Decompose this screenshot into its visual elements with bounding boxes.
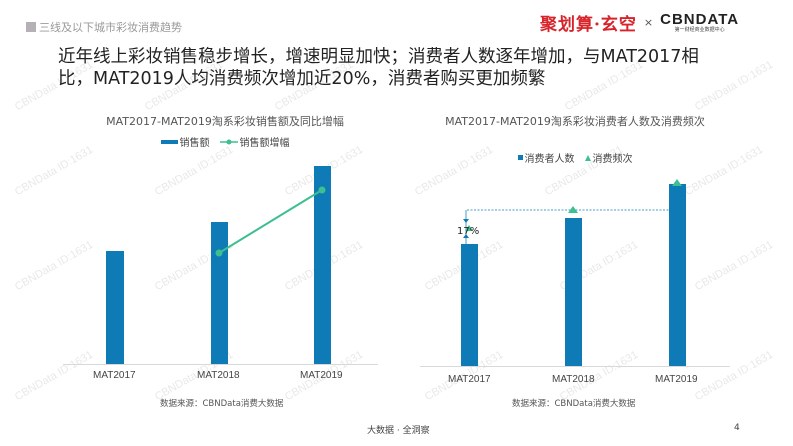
legend-item-consumers: 消费者人数 bbox=[517, 150, 575, 165]
cbndata-logo-sub: 第一财经商业数据中心 bbox=[674, 26, 725, 33]
x-tick-mat2019: MAT2019 bbox=[300, 370, 343, 381]
legend-label: 消费频次 bbox=[592, 154, 633, 165]
right-chart-x-axis bbox=[420, 366, 730, 367]
right-chart-title: MAT2017-MAT2019淘系彩妆消费者人数及消费频次 bbox=[445, 115, 705, 128]
left-chart-x-axis bbox=[63, 364, 378, 365]
bar-consumers-mat2018 bbox=[565, 218, 582, 366]
legend-item-frequency: 消费频次 bbox=[584, 150, 633, 165]
section-square-icon bbox=[26, 22, 36, 32]
x-tick-mat2018: MAT2018 bbox=[197, 370, 240, 381]
x-tick-mat2018: MAT2018 bbox=[552, 374, 595, 385]
headline-line-2: 比，MAT2019人均消费频次增加近20%，消费者购买更加频繁 bbox=[58, 69, 546, 89]
legend-item-growth: 销售额增幅 bbox=[219, 134, 290, 149]
legend-label: 销售额增幅 bbox=[239, 138, 290, 149]
triangle-swatch-icon bbox=[584, 154, 591, 161]
headline: 近年线上彩妆销售稳步增长，增速明显加快；消费者人数逐年增加，与MAT2017相 … bbox=[58, 46, 758, 90]
right-chart-legend: 消费者人数 消费频次 bbox=[420, 150, 730, 165]
cbndata-logo: CBNDATA 第一财经商业数据中心 bbox=[660, 12, 739, 34]
bar-consumers-mat2019 bbox=[669, 184, 686, 366]
bar-sales-mat2017 bbox=[106, 251, 124, 364]
left-chart-source: 数据来源：CBNData消费大数据 bbox=[160, 399, 284, 409]
bar-sales-mat2018 bbox=[211, 222, 228, 364]
right-chart-source: 数据来源：CBNData消费大数据 bbox=[512, 399, 636, 409]
square-swatch-icon bbox=[517, 155, 523, 160]
logo-separator: × bbox=[643, 16, 654, 29]
headline-line-1: 近年线上彩妆销售稳步增长，增速明显加快；消费者人数逐年增加，与MAT2017相 bbox=[58, 47, 699, 67]
legend-label: 销售额 bbox=[179, 138, 210, 149]
section-title-text: 三线及以下城市彩妆消费趋势 bbox=[39, 21, 182, 34]
x-tick-mat2017: MAT2017 bbox=[93, 370, 136, 381]
footer-tagline: 大数据 · 全洞察 bbox=[367, 426, 430, 436]
line-marker-swatch-icon bbox=[219, 139, 238, 144]
bar-consumers-mat2017 bbox=[461, 244, 478, 366]
cbndata-logo-main: CBNDATA bbox=[660, 10, 740, 28]
section-title: 三线及以下城市彩妆消费趋势 bbox=[26, 19, 182, 35]
legend-item-sales: 销售额 bbox=[160, 134, 210, 149]
x-tick-mat2019: MAT2019 bbox=[655, 374, 698, 385]
growth-annotation: 17% bbox=[457, 226, 480, 237]
bar-sales-mat2019 bbox=[314, 166, 331, 364]
juhuasuan-logo: 聚划算·玄空 bbox=[540, 15, 637, 35]
x-tick-mat2017: MAT2017 bbox=[448, 374, 491, 385]
bar-swatch-icon bbox=[160, 139, 178, 144]
left-chart-title: MAT2017-MAT2019淘系彩妆销售额及同比增幅 bbox=[106, 115, 344, 128]
left-chart-legend: 销售额 销售额增幅 bbox=[60, 134, 390, 149]
page-number: 4 bbox=[734, 423, 740, 433]
logo-area: 聚划算·玄空 × CBNDATA 第一财经商业数据中心 bbox=[540, 10, 739, 36]
legend-label: 消费者人数 bbox=[524, 154, 575, 165]
